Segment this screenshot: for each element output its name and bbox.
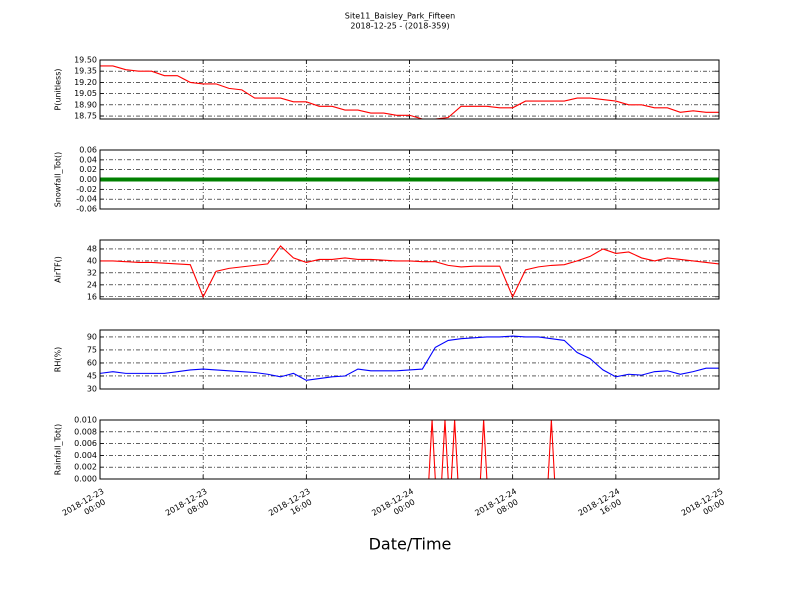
y-tick-label: 40 [87,256,97,265]
data-line [100,245,719,299]
plot-area [100,335,719,381]
y-tick-label: 0.006 [74,439,97,448]
y-tick-label: 30 [87,385,97,394]
y-tick-label: 19.20 [74,78,97,87]
y-tick-label: 0.00 [79,175,97,184]
y-tick-label: 0.002 [74,463,97,472]
y-tick-label: 90 [87,332,97,341]
plot-area [100,420,719,479]
y-tick-label: 18.90 [74,100,97,109]
y-tick-label: 0.010 [74,416,97,425]
x-axis-label: Date/Time [369,535,452,554]
y-axis-label: Snowfall_Tot() [54,152,63,208]
y-tick-label: 18.75 [74,112,97,121]
y-tick-label: 45 [87,371,97,380]
plot-area [100,65,719,119]
y-tick-label: 24 [87,280,97,289]
y-tick-label: 60 [87,358,97,367]
axes-frame [99,59,720,120]
y-tick-label: 0.000 [74,475,97,484]
y-tick-label: 19.50 [74,56,97,65]
y-axis-label: P(unitless) [54,68,63,110]
y-tick-label: -0.06 [76,205,97,214]
y-tick-label: 0.008 [74,427,97,436]
axes-frame [99,329,720,390]
y-tick-label: 48 [87,244,97,253]
y-axis-label: Rainfall_Tot() [54,424,63,476]
y-tick-label: 0.02 [79,165,97,174]
y-axis-label: RH(%) [54,347,63,372]
axes-frame [99,149,720,210]
y-tick-label: 0.004 [74,451,97,460]
y-tick-label: 75 [87,345,97,354]
y-tick-label: -0.02 [76,185,97,194]
axes-frame [99,419,720,480]
data-line [100,420,719,479]
chart-subtitle: 2018-12-25 - (2018-359) [350,22,449,31]
chart-title: Site11_Baisley_Park_Fifteen [345,12,455,21]
data-line [100,335,719,381]
y-tick-label: -0.04 [76,195,97,204]
y-tick-label: 0.04 [79,155,97,164]
plot-area [100,245,719,299]
y-tick-label: 0.06 [79,146,97,155]
axes-frame [99,239,720,300]
y-tick-label: 16 [87,292,97,301]
data-line [100,65,719,119]
y-tick-label: 32 [87,268,97,277]
y-tick-label: 19.35 [74,67,97,76]
y-axis-label: AirTF() [54,256,63,283]
y-tick-label: 19.05 [74,89,97,98]
